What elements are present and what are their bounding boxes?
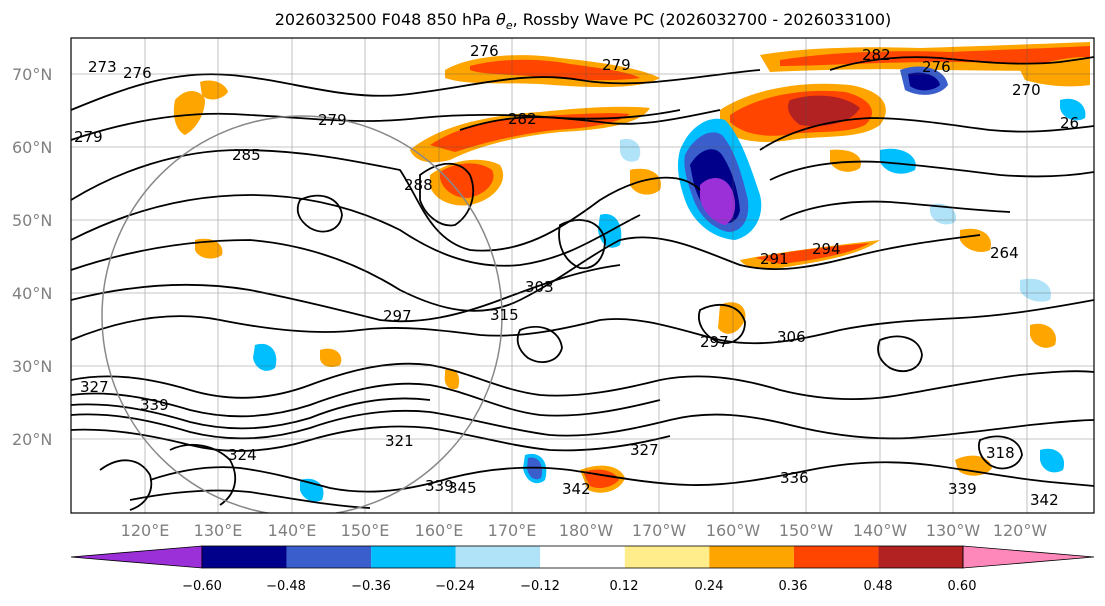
colorbar bbox=[70, 545, 1095, 569]
contour-label: 288 bbox=[404, 176, 433, 194]
lon-label: 150°W bbox=[779, 521, 834, 540]
contour-label: 306 bbox=[777, 328, 806, 346]
colorbar-segment bbox=[962, 545, 1095, 569]
title-theta-sub: e bbox=[505, 19, 513, 33]
colorbar-tick-label: 0.36 bbox=[779, 579, 808, 594]
colorbar-segment bbox=[793, 546, 879, 568]
colorbar-tick-label: 0.12 bbox=[610, 579, 639, 594]
contour-label: 279 bbox=[74, 128, 103, 146]
title-prefix: 2026032500 F048 850 hPa bbox=[274, 10, 497, 29]
colorbar-segment bbox=[70, 545, 203, 569]
lon-label: 180°W bbox=[559, 521, 614, 540]
contour-label: 270 bbox=[1012, 81, 1041, 99]
contour-label: 321 bbox=[385, 432, 414, 450]
contour-label: 345 bbox=[448, 479, 477, 497]
contour-label: 291 bbox=[760, 250, 789, 268]
colorbar-tick-label: −0.24 bbox=[435, 579, 475, 594]
longitude-labels: 120°E 130°E 140°E 150°E 160°E 170°E 180°… bbox=[121, 521, 1048, 540]
contour-label: 273 bbox=[88, 58, 117, 76]
contour-label: 279 bbox=[318, 111, 347, 129]
contour-label: 339 bbox=[140, 396, 169, 414]
title-suffix: , Rossby Wave PC (2026032700 - 202603310… bbox=[512, 10, 892, 29]
lon-label: 120°W bbox=[993, 521, 1048, 540]
colorbar-tick-label: 0.24 bbox=[695, 579, 724, 594]
region-circle bbox=[101, 115, 503, 513]
contour-label: 297 bbox=[700, 333, 729, 351]
lon-label: 140°E bbox=[268, 521, 317, 540]
contour-label: 318 bbox=[986, 444, 1015, 462]
contour-label: 342 bbox=[1030, 491, 1059, 509]
contour-label: 303 bbox=[525, 278, 554, 296]
lat-label: 60°N bbox=[12, 138, 52, 157]
colorbar-outline bbox=[201, 545, 964, 569]
colorbar-tick-label: −0.12 bbox=[520, 579, 560, 594]
contour-label: 276 bbox=[470, 42, 499, 60]
colorbar-tick-label: 0.48 bbox=[864, 579, 893, 594]
colorbar-tick-label: 0.60 bbox=[948, 579, 977, 594]
contour-labels: 273 276 276 282 276 279 279 282 285 288 … bbox=[74, 42, 1079, 509]
colorbar-segment bbox=[286, 546, 372, 568]
contour-label: 315 bbox=[490, 306, 519, 324]
theta-e-contours bbox=[71, 56, 1094, 511]
colorbar-tick-label: −0.36 bbox=[351, 579, 391, 594]
contour-label: 339 bbox=[948, 480, 977, 498]
colorbar-tick-label: −0.60 bbox=[182, 579, 222, 594]
lon-label: 160°W bbox=[706, 521, 761, 540]
contour-label: 264 bbox=[990, 244, 1019, 262]
map-frame bbox=[70, 37, 1095, 514]
contour-label: 276 bbox=[123, 64, 152, 82]
colorbar-segment bbox=[624, 546, 710, 568]
contour-label: 282 bbox=[508, 110, 537, 128]
contour-label: 336 bbox=[780, 469, 809, 487]
lon-label: 150°E bbox=[341, 521, 390, 540]
lat-label: 50°N bbox=[12, 211, 52, 230]
contour-label: 276 bbox=[922, 58, 951, 76]
colorbar-tick-label: −0.48 bbox=[266, 579, 306, 594]
lon-label: 130°E bbox=[194, 521, 243, 540]
colorbar-segment bbox=[540, 546, 625, 568]
title-theta: θ bbox=[496, 10, 506, 29]
contour-label: 294 bbox=[812, 240, 841, 258]
contour-label: 342 bbox=[562, 480, 591, 498]
lon-label: 170°E bbox=[488, 521, 537, 540]
lat-label: 40°N bbox=[12, 284, 52, 303]
colorbar-segment bbox=[455, 546, 541, 568]
lat-label: 30°N bbox=[12, 357, 52, 376]
contour-label: 339 bbox=[425, 477, 454, 495]
map-title: 2026032500 F048 850 hPa θe, Rossby Wave … bbox=[0, 10, 1105, 32]
map-content: 273 276 276 282 276 279 279 282 285 288 … bbox=[71, 38, 1094, 513]
contour-label: 297 bbox=[383, 307, 412, 325]
lon-label: 140°W bbox=[853, 521, 908, 540]
colorbar-segment bbox=[202, 546, 287, 568]
contour-label: 324 bbox=[228, 446, 257, 464]
negative-anomaly-shading bbox=[253, 66, 1086, 502]
lon-label: 120°E bbox=[121, 521, 170, 540]
contour-label: 327 bbox=[80, 378, 109, 396]
colorbar-segment bbox=[371, 546, 456, 568]
contour-label: 26 bbox=[1060, 114, 1079, 132]
lat-label: 70°N bbox=[12, 65, 52, 84]
colorbar-segment bbox=[878, 546, 963, 568]
colorbar-segment bbox=[709, 546, 794, 568]
graticule bbox=[71, 38, 1094, 513]
lon-label: 160°E bbox=[415, 521, 464, 540]
lon-label: 170°W bbox=[632, 521, 687, 540]
lat-label: 20°N bbox=[12, 430, 52, 449]
positive-anomaly-shading bbox=[173, 42, 1090, 493]
latitude-labels: 70°N 60°N 50°N 40°N 30°N 20°N bbox=[12, 65, 52, 449]
contour-label: 327 bbox=[630, 441, 659, 459]
contour-label: 282 bbox=[862, 46, 891, 64]
contour-label: 279 bbox=[602, 56, 631, 74]
contour-label: 285 bbox=[232, 146, 261, 164]
lon-label: 130°W bbox=[926, 521, 981, 540]
colorbar-tick-labels: −0.60 −0.48 −0.36 −0.24 −0.12 0.12 0.24 … bbox=[182, 579, 976, 594]
